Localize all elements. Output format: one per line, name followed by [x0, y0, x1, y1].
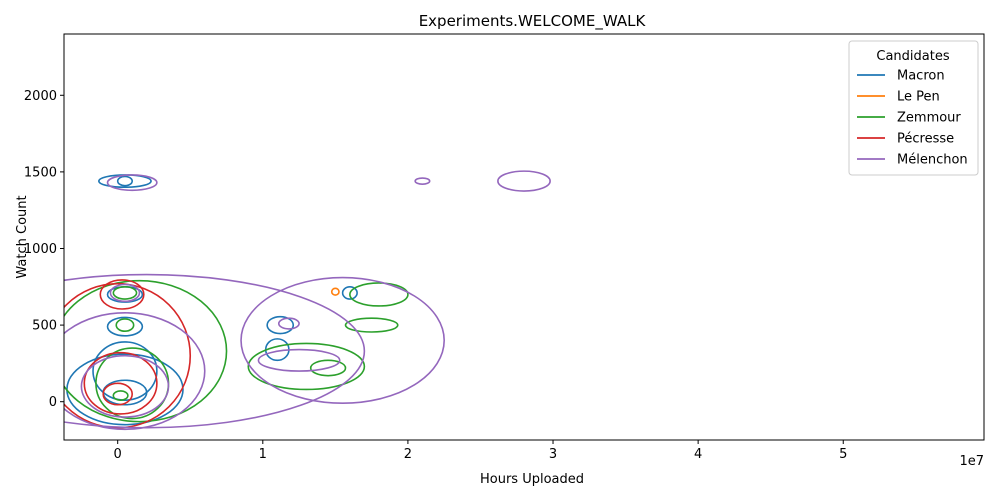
- contour-line: [112, 390, 129, 401]
- contour-line: [106, 174, 158, 192]
- contour-line: [106, 316, 144, 337]
- contour-line: [92, 341, 158, 401]
- contour-line: [247, 342, 366, 391]
- x-tick-label: 2: [404, 447, 412, 462]
- contour-line: [64, 273, 366, 429]
- contour-line: [349, 282, 409, 307]
- contour-line: [344, 317, 399, 333]
- density-contours: [64, 170, 551, 431]
- legend-label: Pécresse: [897, 132, 954, 147]
- contour-line: [414, 177, 431, 185]
- x-axis-offset-label: 1e7: [959, 454, 984, 469]
- y-tick-label: 2000: [24, 89, 57, 104]
- contour-line: [80, 354, 170, 418]
- contour-line: [99, 279, 145, 310]
- y-tick-label: 500: [32, 319, 57, 334]
- contour-line: [240, 276, 445, 405]
- y-tick-label: 1500: [24, 165, 57, 180]
- contour-line: [109, 283, 141, 303]
- contour-line: [266, 315, 295, 335]
- contour-line: [83, 351, 158, 415]
- contour-line: [116, 175, 134, 187]
- legend-title: Candidates: [876, 49, 949, 64]
- contour-line: [64, 312, 206, 431]
- contour-line: [330, 287, 340, 296]
- x-tick-label: 5: [839, 447, 847, 462]
- contour-line: [112, 285, 138, 300]
- y-tick-label: 0: [49, 395, 57, 410]
- contour-line: [497, 170, 551, 192]
- series-macron: [66, 174, 358, 426]
- series-melenchon: [64, 170, 551, 431]
- chart-title: Experiments.WELCOME_WALK: [419, 12, 647, 31]
- x-axis-label: Hours Uploaded: [480, 472, 584, 487]
- x-tick-label: 0: [114, 447, 122, 462]
- legend-label: Macron: [897, 69, 945, 84]
- x-tick-label: 4: [694, 447, 702, 462]
- legend-label: Mélenchon: [897, 153, 968, 168]
- legend: Candidates Macron Le Pen Zemmour Pécresse Mé…: [848, 40, 979, 176]
- contour-line: [102, 382, 134, 406]
- legend-label: Zemmour: [897, 111, 961, 126]
- x-tick-label: 3: [549, 447, 557, 462]
- y-axis-label: Watch Count: [15, 195, 30, 278]
- contour-line: [341, 285, 358, 300]
- legend-label: Le Pen: [897, 90, 940, 105]
- contour-line: [64, 279, 228, 423]
- series-le-pen: [330, 287, 340, 296]
- y-axis: 0 500 1000 1500 2000: [24, 89, 64, 410]
- x-tick-label: 1: [259, 447, 267, 462]
- contour-line: [257, 348, 341, 372]
- y-tick-label: 1000: [24, 242, 57, 257]
- contour-line: [277, 317, 300, 330]
- plot-frame: [63, 33, 985, 441]
- contour-line: [309, 359, 347, 377]
- x-axis: 0 1 2 3 4 5: [114, 440, 847, 462]
- contour-line: [115, 318, 135, 333]
